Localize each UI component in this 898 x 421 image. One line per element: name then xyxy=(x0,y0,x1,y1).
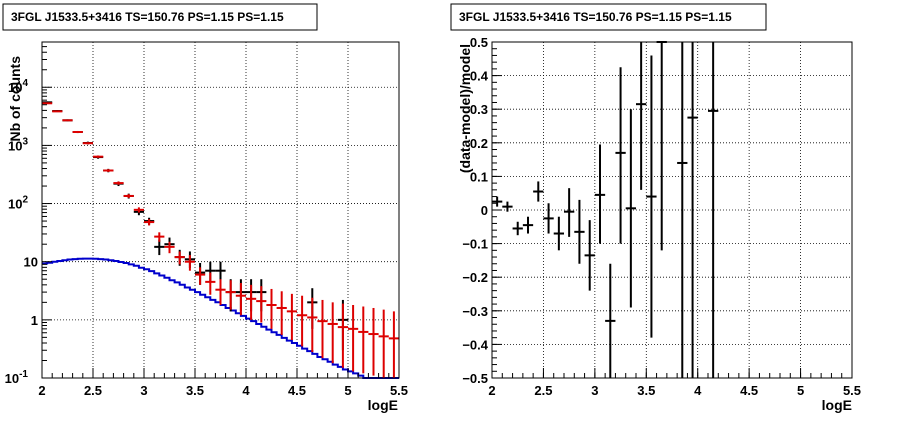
residual-axes: 2 2.5 3 3.5 4 4.5 5 5.5 −0.5 −0.4 −0.3 −0.2 −0.1 0 0.1… xyxy=(462,35,861,398)
counts-model-histogram xyxy=(42,257,399,379)
residual-y-tick-label: −0.2 xyxy=(462,270,488,285)
counts-model-line xyxy=(42,257,399,379)
residual-title-box xyxy=(450,3,767,31)
counts-x-tick-label: 3 xyxy=(140,383,147,398)
residual-x-tick-label: 5.5 xyxy=(843,383,861,398)
counts-x-tick-label: 4 xyxy=(242,383,250,398)
counts-x-tick-label: 3.5 xyxy=(186,383,204,398)
counts-x-tick-label: 2 xyxy=(38,383,45,398)
counts-plot-frame xyxy=(41,41,400,379)
residual-y-tick-label: −0.5 xyxy=(462,371,488,386)
counts-points xyxy=(42,101,399,378)
residual-y-tick-label: 0.3 xyxy=(470,102,488,117)
residual-y-tick-label: 0.4 xyxy=(470,69,489,84)
counts-y-tick-label: 10-1 xyxy=(5,369,29,386)
residual-y-tick-label: −0.4 xyxy=(462,337,488,352)
counts-y-tick-exponent: 3 xyxy=(22,136,28,147)
residual-y-tick-label: −0.1 xyxy=(462,237,488,252)
counts-x-tick-label: 5 xyxy=(344,383,351,398)
residual-x-tick-label: 2.5 xyxy=(534,383,552,398)
residual-x-tick-label: 5 xyxy=(797,383,804,398)
counts-x-tick-label: 5.5 xyxy=(390,383,408,398)
counts-panel: 3FGL J1533.5+3416 TS=150.76 PS=1.15 PS=1… xyxy=(2,3,408,413)
counts-title: 3FGL J1533.5+3416 TS=150.76 PS=1.15 PS=1… xyxy=(11,10,284,24)
residual-y-tick-label: −0.3 xyxy=(462,304,488,319)
residual-panel: 3FGL J1533.5+3416 TS=150.76 PS=1.15 PS=1… xyxy=(450,3,861,413)
residual-y-tick-label: 0 xyxy=(481,203,488,218)
residual-grid xyxy=(492,42,852,378)
counts-y-tick-exponent: -1 xyxy=(19,369,28,380)
residual-y-tick-label: 0.2 xyxy=(470,136,488,151)
residual-x-tick-label: 2 xyxy=(488,383,495,398)
counts-x-tick-label: 2.5 xyxy=(84,383,102,398)
residual-x-label: logE xyxy=(822,397,852,413)
counts-title-box xyxy=(2,3,318,31)
residual-x-tick-label: 3.5 xyxy=(637,383,655,398)
counts-y-tick-label: 1 xyxy=(31,313,38,328)
counts-x-label: logE xyxy=(368,397,398,413)
residual-y-tick-label: 0.5 xyxy=(470,35,488,50)
counts-y-tick-label: 10 xyxy=(24,255,38,270)
counts-x-tick-label: 4.5 xyxy=(288,383,306,398)
counts-y-tick-exponent: 2 xyxy=(22,195,28,206)
counts-y-tick-exponent: 4 xyxy=(22,78,28,89)
residual-title: 3FGL J1533.5+3416 TS=150.76 PS=1.15 PS=1… xyxy=(459,10,732,24)
residual-x-tick-label: 4 xyxy=(694,383,702,398)
residual-x-tick-label: 4.5 xyxy=(740,383,758,398)
counts-y-label: Nb of counts xyxy=(7,56,23,142)
residual-x-tick-label: 3 xyxy=(591,383,598,398)
counts-y-tick-label: 102 xyxy=(8,195,28,212)
residual-y-tick-label: 0.1 xyxy=(470,169,488,184)
residual-y-label: (data-model)/model xyxy=(457,44,473,173)
